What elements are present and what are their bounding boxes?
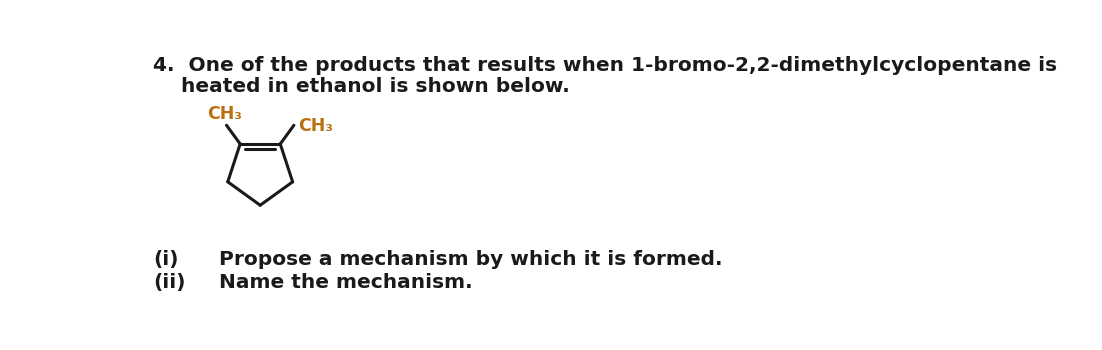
Text: (ii): (ii) [153, 273, 186, 292]
Text: CH₃: CH₃ [298, 117, 333, 135]
Text: 4.  One of the products that results when 1-bromo-2,2-dimethylcyclopentane is: 4. One of the products that results when… [153, 56, 1058, 75]
Text: CH₃: CH₃ [207, 105, 242, 122]
Text: (i): (i) [153, 250, 179, 269]
Text: Propose a mechanism by which it is formed.: Propose a mechanism by which it is forme… [219, 250, 723, 269]
Text: Name the mechanism.: Name the mechanism. [219, 273, 473, 292]
Text: heated in ethanol is shown below.: heated in ethanol is shown below. [153, 77, 570, 96]
